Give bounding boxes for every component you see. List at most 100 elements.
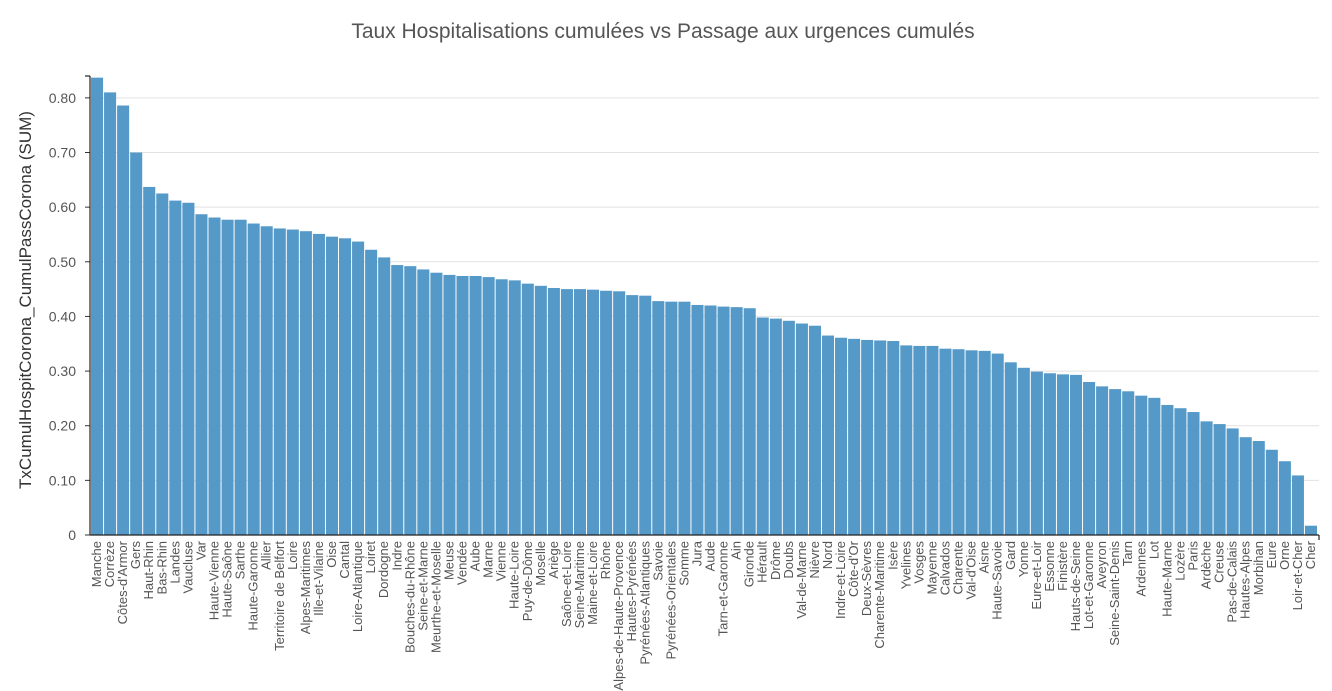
x-tick-label: Paris — [1185, 541, 1200, 571]
y-tick-label: 0.40 — [49, 308, 76, 324]
x-tick-label: Haut-Rhin — [141, 541, 156, 600]
bar — [495, 279, 508, 535]
bar — [1161, 404, 1174, 535]
x-tick-label: Haute-Garonne — [246, 541, 261, 631]
x-tick-label: Vaucluse — [180, 541, 195, 594]
bar — [1017, 367, 1030, 535]
bar — [352, 241, 365, 535]
x-tick-label: Creuse — [1212, 541, 1227, 583]
bar — [1043, 373, 1056, 535]
bar — [939, 348, 952, 535]
bar — [560, 289, 573, 535]
bar — [769, 318, 782, 535]
x-tick-label: Charente-Maritime — [872, 541, 887, 649]
bar — [234, 219, 247, 536]
x-tick-label: Doubs — [781, 541, 796, 579]
x-tick-label: Aveyron — [1094, 541, 1109, 588]
bar — [782, 320, 795, 535]
y-tick-label: 0.60 — [49, 199, 76, 215]
bar — [626, 295, 639, 535]
x-tick-label: Côte-d'Or — [846, 540, 861, 597]
y-tick-label: 0.70 — [49, 145, 76, 161]
x-tick-label: Territoire de Belfort — [272, 541, 287, 651]
bar — [430, 272, 443, 535]
x-tick-label: Ariège — [546, 541, 561, 579]
y-tick-label: 0.30 — [49, 363, 76, 379]
x-tick-label: Puy-de-Dôme — [520, 541, 535, 621]
x-tick-label: Cantal — [337, 541, 352, 579]
x-tick-label: Allier — [259, 540, 274, 570]
bar — [1148, 397, 1161, 535]
bar — [130, 152, 143, 535]
bar — [1265, 449, 1278, 535]
bar — [273, 228, 286, 536]
x-tick-label: Val-de-Marne — [794, 541, 809, 619]
x-tick-label: Aube — [468, 541, 483, 571]
x-tick-label: Drôme — [768, 541, 783, 580]
x-tick-label: Essonne — [1042, 541, 1057, 592]
bar — [299, 231, 312, 535]
chart-title: Taux Hospitalisations cumulées vs Passag… — [351, 20, 974, 43]
x-tick-label: Oise — [324, 541, 339, 568]
x-tick-label: Ille-et-Vilaine — [311, 541, 326, 616]
bar — [900, 345, 913, 535]
bar — [182, 202, 195, 535]
x-tick-label: Orne — [1277, 541, 1292, 570]
x-tick-label: Savoie — [650, 541, 665, 581]
x-tick-label: Côtes-d'Armor — [115, 540, 130, 624]
x-tick-label: Vienne — [494, 541, 509, 581]
bar — [404, 266, 417, 535]
bar — [652, 301, 665, 535]
bar — [874, 340, 887, 535]
x-tick-label: Isère — [885, 541, 900, 570]
bar — [756, 317, 769, 535]
x-tick-label: Haute-Saône — [220, 541, 235, 618]
bar — [1109, 389, 1122, 535]
bar — [1056, 374, 1069, 535]
bar — [469, 275, 482, 535]
x-tick-label: Bas-Rhin — [154, 541, 169, 594]
x-tick-label: Marne — [481, 541, 496, 578]
x-tick-label: Charente — [951, 541, 966, 594]
bar — [339, 238, 352, 535]
bar — [978, 350, 991, 535]
bar — [1239, 437, 1252, 535]
x-tick-label: Ain — [729, 541, 744, 560]
bar — [913, 345, 926, 535]
y-axis-label: TxCumulHospitCorona_CumulPassCorona (SUM… — [16, 111, 35, 489]
bar — [639, 295, 652, 535]
x-tick-label: Meurthe-et-Moselle — [428, 541, 443, 653]
x-tick-label: Loire — [285, 541, 300, 570]
x-tick-label: Calvados — [937, 541, 952, 596]
y-tick-label: 0 — [68, 527, 76, 543]
x-tick-label: Lot-et-Garonne — [1081, 541, 1096, 629]
bar — [1278, 461, 1291, 535]
bar — [508, 280, 521, 535]
x-tick-label: Corrèze — [102, 541, 117, 587]
x-tick-label: Morbihan — [1251, 541, 1266, 595]
bar — [887, 341, 900, 535]
bar — [534, 285, 547, 535]
x-tick-label: Haute-Marne — [1159, 541, 1174, 617]
x-tick-label: Seine-Saint-Denis — [1107, 541, 1122, 646]
x-tick-label: Sarthe — [233, 541, 248, 579]
bar — [482, 277, 495, 535]
y-axis-ticks: 0 0.10 0.20 0.30 0.40 0.50 0.60 0.70 0.80 — [49, 90, 90, 543]
x-tick-label: Aude — [703, 541, 718, 571]
x-tick-label: Meuse — [441, 541, 456, 580]
x-tick-label: Lot — [1146, 541, 1161, 559]
bar — [1252, 441, 1265, 535]
y-tick-label: 0.20 — [49, 418, 76, 434]
bar — [547, 288, 560, 535]
bar — [456, 275, 469, 535]
bar — [573, 289, 587, 535]
x-tick-label: Haute-Savoie — [990, 541, 1005, 620]
x-tick-label: Hauts-de-Seine — [1068, 541, 1083, 631]
bar — [691, 304, 704, 535]
x-tick-label: Haute-Loire — [507, 541, 522, 609]
x-tick-label: Haute-Vienne — [207, 541, 222, 620]
bar — [613, 291, 626, 535]
bar — [91, 77, 104, 535]
bar — [1174, 408, 1187, 535]
